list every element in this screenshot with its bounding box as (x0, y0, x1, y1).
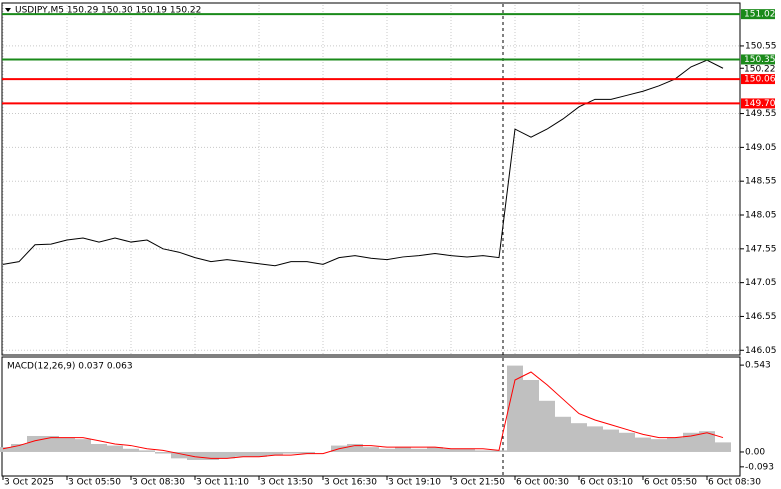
macd-bar (59, 437, 75, 452)
x-tick-label: 6 Oct 05:50 (644, 478, 697, 488)
macd-bar (171, 451, 187, 459)
macd-bar (411, 448, 427, 452)
macd-bar (27, 435, 43, 452)
macd-bar (219, 451, 235, 459)
x-tick-label: 6 Oct 03:10 (580, 478, 633, 488)
level-label-box (741, 98, 775, 109)
macd-bar (427, 447, 443, 452)
level-label-box (741, 74, 775, 85)
x-tick-label: 3 Oct 13:50 (260, 478, 313, 488)
symbol-menu-icon[interactable] (5, 8, 11, 12)
macd-bar (651, 439, 667, 452)
macd-bar (107, 445, 123, 452)
y-tick-label: 150.55 (745, 41, 777, 51)
x-tick-label: 6 Oct 08:30 (708, 478, 761, 488)
macd-bar (75, 439, 91, 452)
level-label-box (741, 54, 775, 65)
macd-bar (299, 451, 315, 454)
y-tick-label: -0.093 (745, 462, 774, 472)
y-tick-label: 146.05 (745, 346, 777, 356)
macd-bar (43, 435, 59, 452)
macd-bar (235, 451, 251, 457)
macd-bar (91, 443, 107, 452)
macd-bar (123, 448, 139, 452)
x-tick-label: 6 Oct 00:30 (516, 478, 569, 488)
macd-bar (251, 451, 267, 457)
macd-bar (539, 400, 555, 452)
macd-bar (155, 451, 171, 454)
y-tick-label: 0.543 (745, 361, 771, 371)
macd-panel (1, 356, 741, 477)
y-tick-label: 148.05 (745, 211, 777, 221)
macd-bar (363, 447, 379, 452)
level-label: 149.70 (744, 99, 776, 109)
x-tick-label: 3 Oct 19:10 (388, 478, 441, 488)
level-label: 151.02 (744, 10, 776, 20)
x-tick-label: 3 Oct 2025 (4, 478, 54, 488)
x-tick-label: 3 Oct 16:30 (324, 478, 377, 488)
price-title: USDJPY,M5 150.29 150.30 150.19 150.22 (15, 6, 201, 16)
level-label-box (741, 9, 775, 20)
macd-bar (347, 443, 363, 452)
price-line (2, 59, 724, 267)
macd-bar (459, 448, 475, 452)
macd-bar (619, 432, 635, 452)
macd-bar (571, 423, 587, 452)
x-tick-label: 3 Oct 08:30 (132, 478, 185, 488)
x-tick-label: 3 Oct 11:10 (196, 478, 249, 488)
level-label: 150.06 (744, 75, 776, 85)
y-tick-label: 147.05 (745, 278, 777, 288)
macd-bar (715, 442, 731, 452)
macd-bar (203, 451, 219, 460)
x-tick-label: 3 Oct 21:50 (452, 478, 505, 488)
macd-bar (475, 450, 491, 452)
x-tick-label: 3 Oct 05:50 (68, 478, 121, 488)
signal-line (2, 371, 724, 459)
macd-bar (491, 450, 507, 452)
y-tick-label: 148.55 (745, 177, 777, 187)
macd-bar (395, 447, 411, 452)
y-tick-label: 147.55 (745, 244, 777, 254)
y-tick-label: 146.55 (745, 312, 777, 322)
macd-bar (507, 365, 523, 452)
macd-bar (11, 443, 27, 452)
macd-bar (283, 451, 299, 454)
macd-bar (683, 432, 699, 452)
macd-bar (555, 416, 571, 452)
macd-bar (523, 379, 539, 452)
macd-bar (699, 431, 715, 452)
y-tick-label: 149.05 (745, 143, 777, 153)
macd-bar (0, 447, 11, 452)
level-label: 150.35 (744, 55, 776, 65)
macd-bar (667, 437, 683, 452)
macd-bar (635, 437, 651, 452)
macd-bar (587, 426, 603, 452)
macd-title: MACD(12,26,9) 0.037 0.063 (7, 362, 133, 372)
macd-bar (379, 448, 395, 452)
y-tick-label: 0.00 (745, 447, 765, 457)
macd-bar (443, 448, 459, 452)
macd-bar (267, 451, 283, 456)
y-tick-label: 149.55 (745, 109, 777, 119)
current-price-label: 150.22 (744, 65, 776, 75)
price-panel (1, 2, 741, 356)
macd-bar (139, 450, 155, 452)
macd-bar (603, 429, 619, 452)
macd-bar (187, 451, 203, 460)
